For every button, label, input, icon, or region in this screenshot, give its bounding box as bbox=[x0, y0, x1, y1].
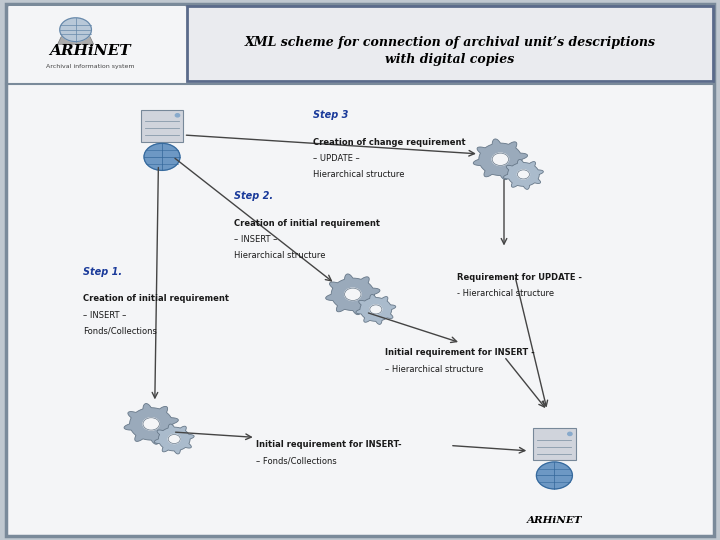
Text: Step 2.: Step 2. bbox=[234, 191, 273, 201]
Text: with digital copies: with digital copies bbox=[385, 53, 515, 66]
Text: – Fonds/Collections: – Fonds/Collections bbox=[256, 456, 336, 465]
Text: Requirement for UPDATE -: Requirement for UPDATE - bbox=[457, 273, 582, 282]
Text: – Hierarchical structure: – Hierarchical structure bbox=[385, 364, 484, 374]
Polygon shape bbox=[473, 139, 528, 180]
Circle shape bbox=[568, 432, 572, 435]
FancyBboxPatch shape bbox=[9, 6, 185, 81]
Circle shape bbox=[492, 153, 508, 165]
FancyBboxPatch shape bbox=[6, 4, 714, 536]
Text: Hierarchical structure: Hierarchical structure bbox=[234, 251, 325, 260]
Text: Creation of initial requirement: Creation of initial requirement bbox=[234, 219, 380, 228]
Circle shape bbox=[345, 288, 361, 300]
Text: – UPDATE –: – UPDATE – bbox=[313, 154, 360, 163]
Circle shape bbox=[176, 113, 180, 117]
Text: XML scheme for connection of archival unit’s descriptions: XML scheme for connection of archival un… bbox=[245, 36, 655, 49]
Polygon shape bbox=[356, 294, 396, 325]
Text: ARHiNET: ARHiNET bbox=[526, 516, 582, 525]
Circle shape bbox=[370, 305, 382, 314]
Text: Creation of change requirement: Creation of change requirement bbox=[313, 138, 466, 147]
Text: Initial requirement for INSERT-: Initial requirement for INSERT- bbox=[256, 440, 401, 449]
Text: Hierarchical structure: Hierarchical structure bbox=[313, 170, 405, 179]
Polygon shape bbox=[58, 37, 94, 44]
Circle shape bbox=[168, 435, 180, 443]
Text: Archival information system: Archival information system bbox=[46, 64, 134, 70]
Text: Creation of initial requirement: Creation of initial requirement bbox=[83, 294, 229, 303]
Text: – INSERT –: – INSERT – bbox=[83, 310, 126, 320]
Circle shape bbox=[518, 170, 529, 179]
Circle shape bbox=[144, 143, 180, 171]
FancyBboxPatch shape bbox=[534, 429, 576, 460]
FancyBboxPatch shape bbox=[187, 6, 713, 81]
Polygon shape bbox=[154, 424, 194, 454]
Text: - Hierarchical structure: - Hierarchical structure bbox=[457, 289, 554, 298]
Polygon shape bbox=[325, 274, 380, 315]
Polygon shape bbox=[503, 159, 544, 190]
Text: Step 1.: Step 1. bbox=[83, 267, 122, 277]
Text: Fonds/Collections: Fonds/Collections bbox=[83, 327, 157, 336]
Circle shape bbox=[60, 18, 91, 42]
Text: Step 3: Step 3 bbox=[313, 110, 348, 120]
Text: Initial requirement for INSERT -: Initial requirement for INSERT - bbox=[385, 348, 535, 357]
Text: ARHiNET: ARHiNET bbox=[49, 44, 131, 58]
Polygon shape bbox=[124, 403, 179, 444]
FancyBboxPatch shape bbox=[141, 110, 183, 141]
Circle shape bbox=[143, 418, 159, 430]
Circle shape bbox=[536, 462, 572, 489]
Text: – INSERT –: – INSERT – bbox=[234, 235, 277, 244]
